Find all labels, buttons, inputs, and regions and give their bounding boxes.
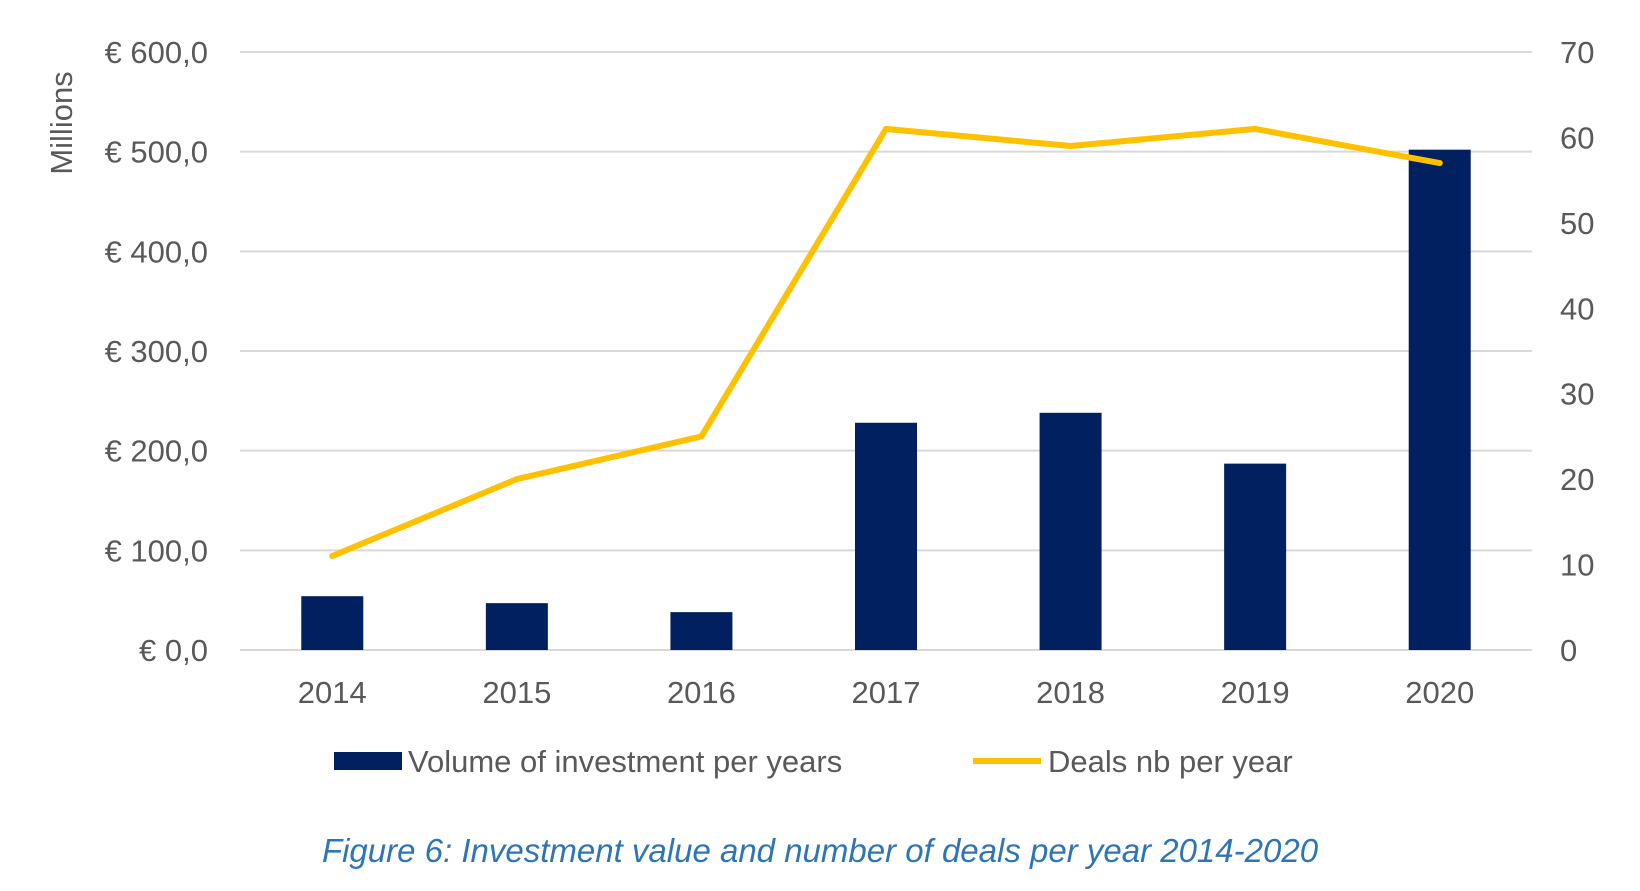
x-tick-label: 2014 — [298, 675, 367, 710]
y2-tick-label: 50 — [1560, 206, 1594, 241]
deals-point-2020 — [1436, 160, 1443, 167]
right-axis-ticks: 0 10 20 30 40 50 60 70 — [1560, 35, 1594, 668]
legend: Volume of investment per years Deals nb … — [334, 744, 1293, 779]
bar-2018 — [1039, 412, 1102, 650]
deals-point-2017 — [883, 125, 889, 132]
y2-tick-label: 0 — [1560, 633, 1577, 668]
deals-point-2016 — [698, 433, 705, 440]
bar-2014 — [301, 596, 364, 650]
x-tick-label: 2016 — [667, 675, 736, 710]
y2-tick-label: 20 — [1560, 462, 1594, 497]
y2-tick-label: 60 — [1560, 120, 1594, 155]
y-tick-label: € 400,0 — [105, 234, 208, 269]
line-series — [329, 125, 1443, 560]
figure-caption: Figure 6: Investment value and number of… — [321, 832, 1319, 869]
bar-series — [301, 149, 1471, 650]
y2-tick-label: 70 — [1560, 35, 1594, 70]
bar-2016 — [670, 612, 733, 650]
left-axis-title: Millions — [44, 71, 79, 174]
bar-2019 — [1224, 463, 1287, 650]
deals-point-2015 — [513, 476, 520, 483]
y-tick-label: € 0,0 — [139, 633, 208, 668]
y-tick-label: € 300,0 — [105, 334, 208, 369]
y2-tick-label: 10 — [1560, 548, 1594, 583]
deals-point-2018 — [1067, 142, 1074, 149]
y2-tick-label: 30 — [1560, 377, 1594, 412]
legend-line-label: Deals nb per year — [1048, 744, 1293, 779]
bar-2017 — [855, 422, 917, 650]
x-tick-label: 2019 — [1221, 675, 1290, 710]
x-tick-label: 2020 — [1405, 675, 1474, 710]
y2-tick-label: 40 — [1560, 291, 1594, 326]
x-tick-label: 2018 — [1036, 675, 1105, 710]
y-tick-label: € 500,0 — [105, 135, 208, 170]
y-tick-label: € 100,0 — [105, 533, 208, 568]
x-tick-label: 2015 — [482, 675, 551, 710]
x-axis-ticks: 2014 2015 2016 2017 2018 2019 2020 — [298, 675, 1474, 710]
deals-point-2014 — [329, 553, 336, 560]
deals-point-2019 — [1252, 125, 1259, 132]
legend-bar-label: Volume of investment per years — [408, 744, 842, 779]
bar-2020 — [1408, 149, 1471, 650]
legend-bar-swatch — [334, 752, 402, 770]
x-tick-label: 2017 — [852, 675, 921, 710]
left-axis-ticks: € 0,0 € 100,0 € 200,0 € 300,0 € 400,0 € 500,0… — [105, 35, 208, 668]
y-tick-label: € 200,0 — [105, 434, 208, 469]
bar-2015 — [485, 603, 548, 650]
y-tick-label: € 600,0 — [105, 35, 208, 70]
